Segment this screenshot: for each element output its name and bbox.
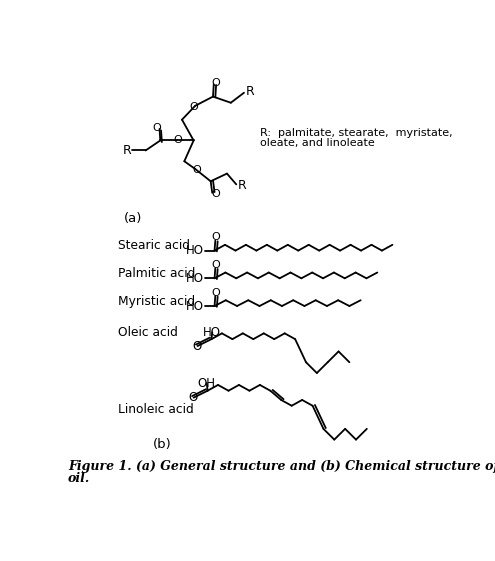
Text: Stearic acid: Stearic acid	[118, 240, 190, 252]
Text: O: O	[189, 102, 198, 112]
Text: oleate, and linoleate: oleate, and linoleate	[259, 138, 374, 148]
Text: O: O	[211, 79, 220, 89]
Text: O: O	[212, 288, 220, 298]
Text: Palmitic acid: Palmitic acid	[118, 267, 195, 280]
Text: O: O	[188, 391, 198, 404]
Text: O: O	[212, 232, 220, 242]
Text: Figure 1. (a) General structure and (b) Chemical structure of palm: Figure 1. (a) General structure and (b) …	[68, 459, 495, 473]
Text: HO: HO	[203, 326, 221, 339]
Text: O: O	[212, 260, 220, 270]
Text: (b): (b)	[153, 438, 172, 451]
Text: O: O	[211, 190, 220, 199]
Text: (a): (a)	[124, 211, 142, 225]
Text: O: O	[193, 165, 201, 174]
Text: O: O	[192, 339, 201, 352]
Text: R: R	[246, 85, 254, 98]
Text: HO: HO	[186, 244, 204, 257]
Text: Oleic acid: Oleic acid	[118, 327, 178, 339]
Text: Myristic acid: Myristic acid	[118, 295, 195, 308]
Text: O: O	[174, 135, 183, 145]
Text: HO: HO	[186, 300, 204, 312]
Text: O: O	[153, 123, 161, 133]
Text: R: R	[238, 180, 247, 192]
Text: HO: HO	[186, 272, 204, 285]
Text: R:  palmitate, stearate,  myristate,: R: palmitate, stearate, myristate,	[259, 128, 452, 138]
Text: OH: OH	[198, 376, 215, 389]
Text: Linoleic acid: Linoleic acid	[118, 403, 194, 416]
Text: oil.: oil.	[68, 472, 90, 485]
Text: R: R	[122, 144, 131, 157]
